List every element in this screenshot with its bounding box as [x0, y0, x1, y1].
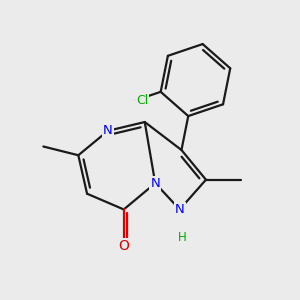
Text: Cl: Cl [136, 94, 148, 107]
Text: N: N [150, 177, 160, 190]
Text: N: N [103, 124, 113, 137]
Text: H: H [178, 231, 187, 244]
Text: O: O [118, 239, 129, 253]
Text: N: N [175, 203, 184, 216]
